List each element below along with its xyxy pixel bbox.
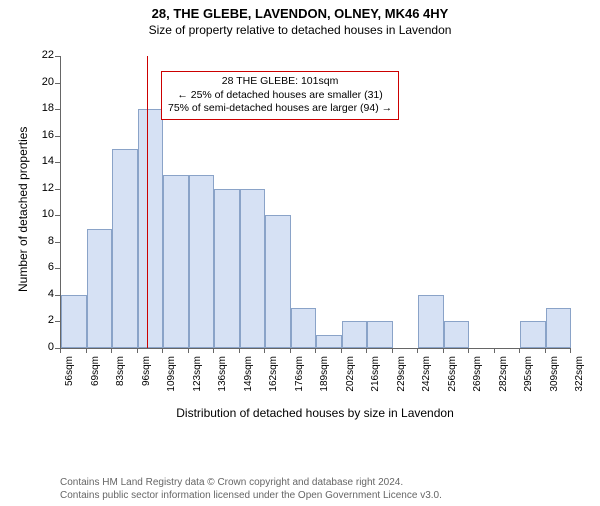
x-tick-label: 123sqm	[192, 356, 203, 406]
histogram-bar	[520, 321, 546, 348]
footer-attribution: Contains HM Land Registry data © Crown c…	[60, 476, 442, 502]
histogram-bar	[342, 321, 368, 348]
x-tick-label: 256sqm	[447, 356, 458, 406]
x-tick-label: 269sqm	[472, 356, 483, 406]
histogram-bar	[214, 189, 240, 348]
annotation-line: 75% of semi-detached houses are larger (…	[168, 102, 392, 116]
plot-area: 28 THE GLEBE: 101sqm← 25% of detached ho…	[60, 56, 571, 349]
histogram-bar	[291, 308, 317, 348]
y-axis-label: Number of detached properties	[16, 127, 30, 292]
histogram-bar	[316, 335, 342, 348]
x-tick-label: 56sqm	[64, 356, 75, 406]
annotation-box: 28 THE GLEBE: 101sqm← 25% of detached ho…	[161, 71, 399, 120]
x-tick-label: 96sqm	[141, 356, 152, 406]
x-tick-label: 295sqm	[523, 356, 534, 406]
x-tick-label: 216sqm	[370, 356, 381, 406]
y-tick-label: 22	[32, 49, 54, 61]
histogram-bar	[112, 149, 138, 348]
y-tick-label: 6	[32, 261, 54, 273]
x-tick-label: 149sqm	[243, 356, 254, 406]
histogram-bar	[265, 215, 291, 348]
x-tick-label: 162sqm	[268, 356, 279, 406]
reference-line	[147, 56, 148, 348]
y-tick-label: 4	[32, 288, 54, 300]
histogram-bar	[189, 175, 215, 348]
x-tick-label: 136sqm	[217, 356, 228, 406]
annotation-line: ← 25% of detached houses are smaller (31…	[168, 89, 392, 103]
histogram-bar	[61, 295, 87, 348]
histogram-bar	[367, 321, 393, 348]
annotation-line: 28 THE GLEBE: 101sqm	[168, 75, 392, 89]
y-tick-label: 10	[32, 208, 54, 220]
chart-container: Number of detached properties 28 THE GLE…	[0, 46, 600, 446]
x-tick-label: 189sqm	[319, 356, 330, 406]
page-subtitle: Size of property relative to detached ho…	[0, 23, 600, 37]
histogram-bar	[240, 189, 266, 348]
histogram-bar	[418, 295, 444, 348]
x-tick-label: 242sqm	[421, 356, 432, 406]
x-axis-label: Distribution of detached houses by size …	[60, 406, 570, 420]
x-tick-label: 176sqm	[294, 356, 305, 406]
y-tick-label: 8	[32, 235, 54, 247]
y-tick-label: 2	[32, 314, 54, 326]
y-tick-label: 18	[32, 102, 54, 114]
x-tick-label: 83sqm	[115, 356, 126, 406]
x-tick-label: 322sqm	[574, 356, 585, 406]
x-tick-label: 282sqm	[498, 356, 509, 406]
x-tick-label: 109sqm	[166, 356, 177, 406]
x-tick-label: 309sqm	[549, 356, 560, 406]
histogram-bar	[138, 109, 164, 348]
histogram-bar	[87, 229, 113, 348]
histogram-bar	[546, 308, 572, 348]
histogram-bar	[163, 175, 189, 348]
y-tick-label: 0	[32, 341, 54, 353]
x-tick-label: 69sqm	[90, 356, 101, 406]
x-tick-label: 229sqm	[396, 356, 407, 406]
y-tick-label: 16	[32, 129, 54, 141]
footer-line: Contains public sector information licen…	[60, 489, 442, 502]
y-tick-label: 20	[32, 76, 54, 88]
page-title: 28, THE GLEBE, LAVENDON, OLNEY, MK46 4HY	[0, 6, 600, 21]
histogram-bar	[444, 321, 470, 348]
y-tick-label: 14	[32, 155, 54, 167]
footer-line: Contains HM Land Registry data © Crown c…	[60, 476, 442, 489]
y-tick-label: 12	[32, 182, 54, 194]
x-tick-label: 202sqm	[345, 356, 356, 406]
